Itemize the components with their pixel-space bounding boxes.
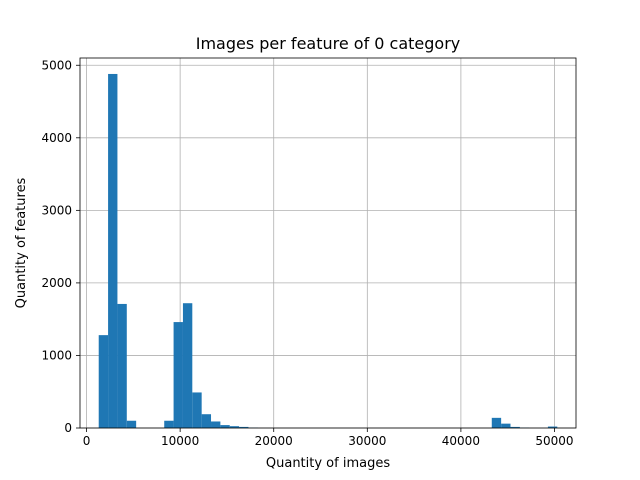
axis-ticks: 0 10000 20000 30000 40000 50000 0 1000 2000 3000 4… <box>41 58 573 448</box>
y-tick-label: 3000 <box>41 203 72 217</box>
histogram-bar <box>239 426 249 428</box>
histogram-bar <box>220 425 230 428</box>
histogram-bar <box>173 322 183 428</box>
x-tick-label: 50000 <box>535 434 573 448</box>
histogram-bar <box>126 420 137 428</box>
histogram-bar <box>117 303 127 428</box>
histogram-bar <box>98 335 109 428</box>
x-tick-label: 40000 <box>442 434 480 448</box>
y-tick-label: 5000 <box>41 58 72 72</box>
x-tick-label: 10000 <box>161 434 199 448</box>
x-axis-label: Quantity of images <box>266 456 390 471</box>
histogram-bar <box>211 421 221 428</box>
x-tick-label: 0 <box>83 434 91 448</box>
histogram-bar <box>164 420 174 428</box>
histogram-bars <box>98 73 558 428</box>
plot-frame <box>79 57 577 429</box>
histogram-bar <box>491 417 502 428</box>
histogram-bar <box>510 426 520 428</box>
histogram-bar <box>547 426 558 428</box>
x-tick-label: 20000 <box>255 434 293 448</box>
y-tick-label: 1000 <box>41 348 72 362</box>
y-tick-label: 4000 <box>41 131 72 145</box>
histogram-bar <box>201 414 212 428</box>
histogram-bar <box>192 392 202 428</box>
histogram-bar <box>229 426 240 428</box>
histogram-bar <box>182 303 193 428</box>
x-tick-label: 30000 <box>348 434 386 448</box>
histogram-bar <box>108 73 118 428</box>
chart-title: Images per feature of 0 category <box>196 34 461 53</box>
histogram-bar <box>501 423 511 428</box>
y-axis-label: Quantity of features <box>14 177 29 308</box>
y-tick-label: 2000 <box>41 276 72 290</box>
y-tick-label: 0 <box>64 421 72 435</box>
